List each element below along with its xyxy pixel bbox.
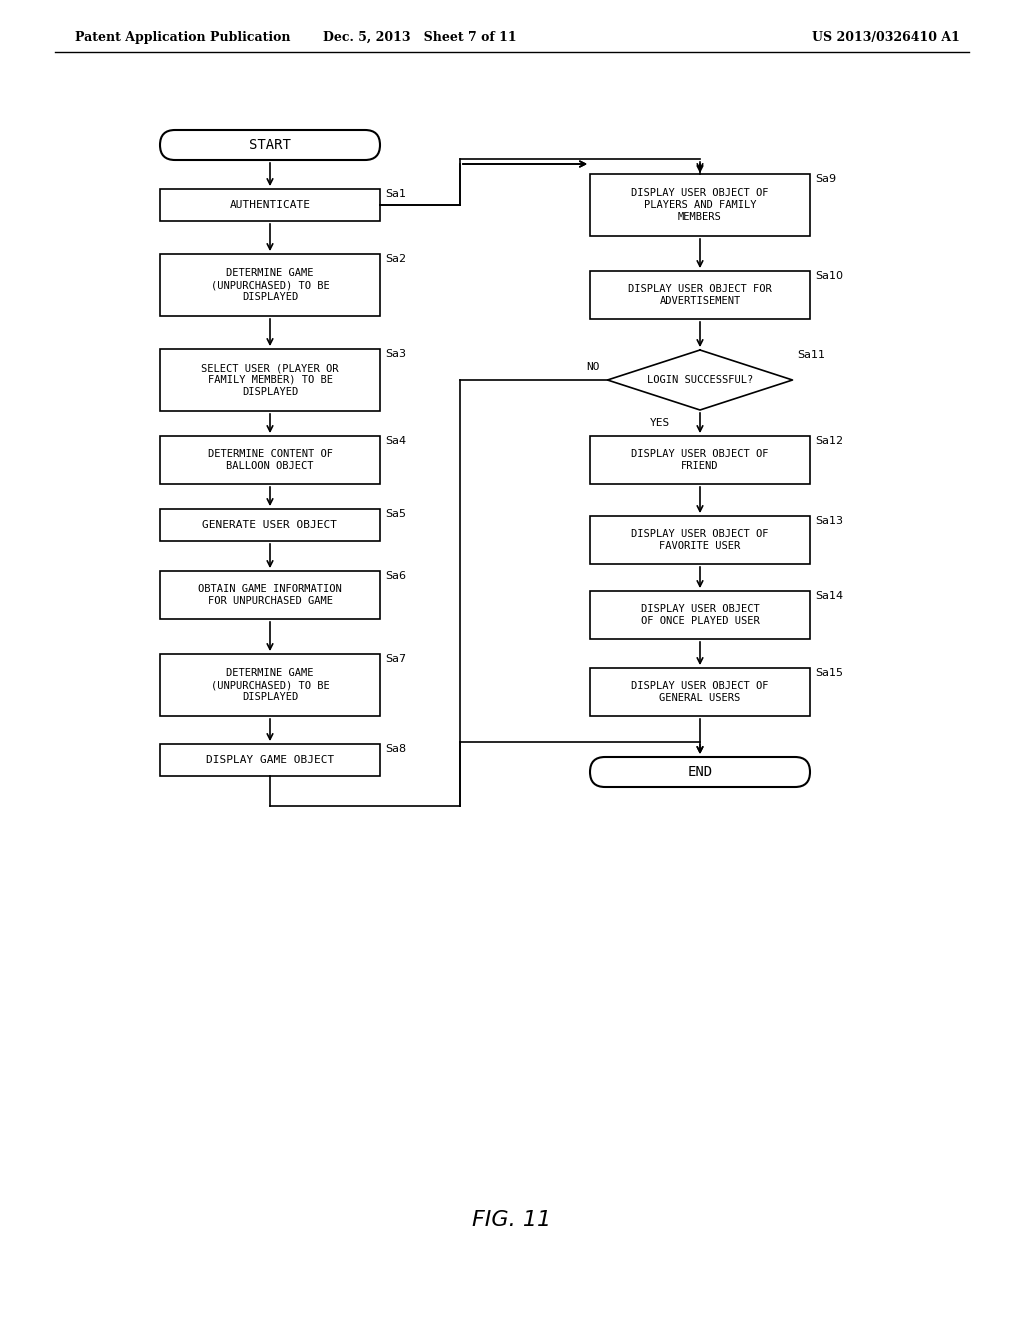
Text: OBTAIN GAME INFORMATION
FOR UNPURCHASED GAME: OBTAIN GAME INFORMATION FOR UNPURCHASED … bbox=[198, 585, 342, 606]
Text: US 2013/0326410 A1: US 2013/0326410 A1 bbox=[812, 30, 961, 44]
FancyBboxPatch shape bbox=[590, 668, 810, 715]
Text: DETERMINE CONTENT OF
BALLOON OBJECT: DETERMINE CONTENT OF BALLOON OBJECT bbox=[208, 449, 333, 471]
FancyBboxPatch shape bbox=[160, 653, 380, 715]
Text: Sa4: Sa4 bbox=[385, 436, 407, 446]
FancyBboxPatch shape bbox=[590, 436, 810, 484]
FancyBboxPatch shape bbox=[160, 129, 380, 160]
Text: Sa6: Sa6 bbox=[385, 572, 406, 581]
Text: GENERATE USER OBJECT: GENERATE USER OBJECT bbox=[203, 520, 338, 531]
Text: Sa15: Sa15 bbox=[815, 668, 843, 678]
Text: Sa12: Sa12 bbox=[815, 436, 843, 446]
Text: Sa11: Sa11 bbox=[798, 350, 825, 360]
Text: Sa8: Sa8 bbox=[385, 744, 407, 754]
Text: AUTHENTICATE: AUTHENTICATE bbox=[229, 201, 310, 210]
FancyBboxPatch shape bbox=[590, 174, 810, 236]
Text: NO: NO bbox=[586, 362, 599, 372]
FancyBboxPatch shape bbox=[160, 744, 380, 776]
Text: Sa2: Sa2 bbox=[385, 253, 407, 264]
Text: Sa14: Sa14 bbox=[815, 591, 843, 601]
FancyBboxPatch shape bbox=[590, 516, 810, 564]
Text: DISPLAY USER OBJECT OF
PLAYERS AND FAMILY
MEMBERS: DISPLAY USER OBJECT OF PLAYERS AND FAMIL… bbox=[631, 189, 769, 222]
Polygon shape bbox=[607, 350, 793, 411]
Text: START: START bbox=[249, 139, 291, 152]
Text: SELECT USER (PLAYER OR
FAMILY MEMBER) TO BE
DISPLAYED: SELECT USER (PLAYER OR FAMILY MEMBER) TO… bbox=[202, 363, 339, 396]
Text: DISPLAY USER OBJECT OF
GENERAL USERS: DISPLAY USER OBJECT OF GENERAL USERS bbox=[631, 681, 769, 702]
Text: DETERMINE GAME
(UNPURCHASED) TO BE
DISPLAYED: DETERMINE GAME (UNPURCHASED) TO BE DISPL… bbox=[211, 268, 330, 301]
FancyBboxPatch shape bbox=[160, 436, 380, 484]
Text: DISPLAY USER OBJECT FOR
ADVERTISEMENT: DISPLAY USER OBJECT FOR ADVERTISEMENT bbox=[628, 284, 772, 306]
Text: Sa13: Sa13 bbox=[815, 516, 843, 525]
Text: DISPLAY USER OBJECT OF
FRIEND: DISPLAY USER OBJECT OF FRIEND bbox=[631, 449, 769, 471]
FancyBboxPatch shape bbox=[590, 271, 810, 319]
Text: END: END bbox=[687, 766, 713, 779]
FancyBboxPatch shape bbox=[590, 756, 810, 787]
Text: Sa1: Sa1 bbox=[385, 189, 406, 199]
Text: LOGIN SUCCESSFUL?: LOGIN SUCCESSFUL? bbox=[647, 375, 753, 385]
Text: Patent Application Publication: Patent Application Publication bbox=[75, 30, 291, 44]
FancyBboxPatch shape bbox=[160, 189, 380, 220]
Text: Sa7: Sa7 bbox=[385, 653, 407, 664]
Text: Sa9: Sa9 bbox=[815, 174, 837, 183]
FancyBboxPatch shape bbox=[160, 510, 380, 541]
Text: DISPLAY USER OBJECT
OF ONCE PLAYED USER: DISPLAY USER OBJECT OF ONCE PLAYED USER bbox=[641, 605, 760, 626]
Text: Sa10: Sa10 bbox=[815, 271, 843, 281]
Text: DETERMINE GAME
(UNPURCHASED) TO BE
DISPLAYED: DETERMINE GAME (UNPURCHASED) TO BE DISPL… bbox=[211, 668, 330, 702]
Text: Sa5: Sa5 bbox=[385, 510, 406, 519]
FancyBboxPatch shape bbox=[160, 348, 380, 411]
Text: YES: YES bbox=[650, 418, 670, 428]
Text: Dec. 5, 2013   Sheet 7 of 11: Dec. 5, 2013 Sheet 7 of 11 bbox=[324, 30, 517, 44]
Text: DISPLAY GAME OBJECT: DISPLAY GAME OBJECT bbox=[206, 755, 334, 766]
Text: DISPLAY USER OBJECT OF
FAVORITE USER: DISPLAY USER OBJECT OF FAVORITE USER bbox=[631, 529, 769, 550]
FancyBboxPatch shape bbox=[590, 591, 810, 639]
FancyBboxPatch shape bbox=[160, 572, 380, 619]
FancyBboxPatch shape bbox=[160, 253, 380, 315]
Text: Sa3: Sa3 bbox=[385, 348, 406, 359]
Text: FIG. 11: FIG. 11 bbox=[472, 1210, 552, 1230]
